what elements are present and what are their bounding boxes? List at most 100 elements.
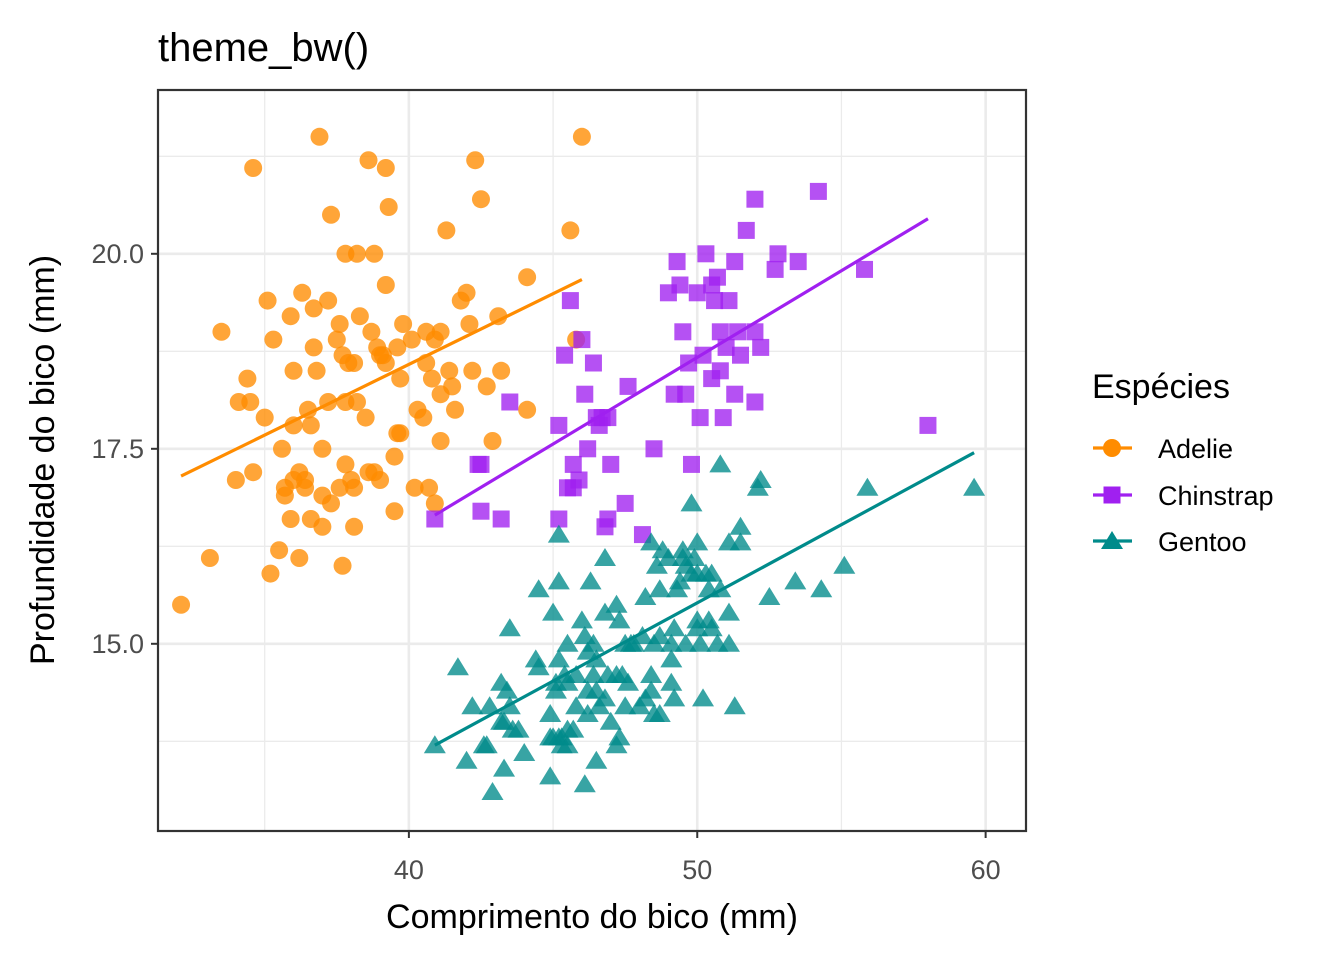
adelie-point (322, 494, 341, 513)
legend-item-chinstrap: Chinstrap (1093, 481, 1274, 511)
gentoo-point (648, 704, 671, 722)
series-chinstrap (426, 182, 937, 544)
chinstrap-point (708, 268, 726, 286)
adelie-point (402, 330, 421, 349)
adelie-point (293, 283, 312, 302)
gentoo-point (547, 649, 570, 668)
gentoo-point (582, 665, 605, 683)
adelie-point (255, 408, 274, 427)
chinstrap-point (576, 385, 594, 403)
adelie-point (376, 159, 395, 177)
adelie-point (463, 361, 482, 380)
adelie-point (371, 471, 390, 489)
gentoo-point (700, 618, 723, 637)
adelie-point (431, 432, 450, 450)
chinstrap-point (682, 455, 700, 473)
gentoo-point (582, 633, 605, 652)
chinstrap-point (691, 409, 709, 427)
chinstrap-point (789, 253, 807, 271)
gentoo-point (660, 672, 683, 691)
adelie-trend-line (180, 278, 583, 478)
adelie-point (281, 307, 300, 326)
adelie-point (376, 276, 395, 294)
gentoo-point (461, 696, 484, 715)
chinstrap-point (720, 292, 738, 310)
chinstrap-point (573, 331, 591, 349)
adelie-point (319, 291, 338, 310)
chinstrap-point (668, 253, 686, 271)
gentoo-point (593, 548, 616, 566)
chinstrap-point (717, 338, 735, 356)
adelie-point (437, 221, 456, 240)
gentoo-point (717, 633, 740, 652)
adelie-point (466, 151, 485, 170)
gentoo-point (856, 477, 879, 496)
chinstrap-point (714, 409, 732, 427)
series-adelie (172, 127, 591, 614)
gentoo-point (749, 470, 772, 488)
panel-background (158, 90, 1026, 831)
adelie-point (394, 315, 413, 333)
adelie-point (258, 291, 277, 310)
gentoo-point (585, 750, 608, 769)
chinstrap-point (671, 276, 689, 294)
chinstrap-point (633, 526, 651, 544)
chinstrap-point (769, 245, 787, 263)
legend-key-marker (1103, 439, 1121, 457)
plot-panel (156, 88, 1028, 833)
chinstrap-point (856, 260, 874, 278)
gentoo-trend-line (434, 451, 975, 747)
chinstrap-point (706, 292, 724, 310)
gentoo-point (478, 696, 501, 715)
adelie-point (345, 517, 364, 536)
adelie-point (492, 361, 511, 380)
adelie-point (296, 478, 315, 497)
adelie-point (333, 556, 352, 575)
gentoo-point (663, 688, 686, 707)
x-tick-label: 40 (394, 855, 424, 885)
chinstrap-point (602, 455, 620, 473)
gentoo-point (573, 774, 596, 793)
gentoo-point (674, 633, 697, 652)
chinstrap-point (645, 440, 663, 458)
y-axis-title: Profundidade do bico (mm) (24, 255, 62, 665)
gentoo-point (810, 579, 833, 598)
gentoo-point (579, 571, 602, 590)
gentoo-point (570, 610, 593, 629)
gentoo-point (490, 711, 513, 730)
adelie-point (385, 502, 404, 521)
adelie-point (379, 198, 398, 216)
chinstrap-point (919, 416, 937, 434)
adelie-point (284, 361, 303, 380)
y-tick-label: 15.0 (91, 629, 144, 659)
gentoo-point (729, 516, 752, 535)
adelie-point (356, 408, 375, 427)
gentoo-point (495, 680, 518, 699)
gentoo-point (660, 633, 683, 652)
gentoo-point (660, 649, 683, 668)
adelie-point (301, 416, 320, 435)
chinstrap-point (564, 455, 582, 473)
adelie-point (460, 315, 479, 333)
adelie-point (244, 463, 263, 482)
gentoo-point (729, 532, 752, 551)
chinstrap-point (579, 440, 597, 458)
adelie-point (304, 299, 323, 318)
chinstrap-point (550, 416, 568, 434)
y-tick-label: 20.0 (91, 239, 144, 269)
gentoo-point (593, 688, 616, 707)
gentoo-point (671, 540, 694, 559)
gentoo-point (668, 571, 691, 590)
adelie-point (342, 471, 361, 489)
legend-key-marker (1101, 531, 1123, 549)
adelie-point (238, 369, 257, 388)
panel-border (156, 88, 1028, 833)
adelie-point (405, 478, 424, 497)
chinstrap-point (737, 221, 755, 239)
adelie-point (350, 307, 369, 326)
gentoo-point (498, 696, 521, 715)
gentoo-point (547, 571, 570, 590)
gentoo-point (565, 665, 588, 683)
adelie-point (347, 244, 366, 263)
gentoo-point (608, 610, 631, 629)
